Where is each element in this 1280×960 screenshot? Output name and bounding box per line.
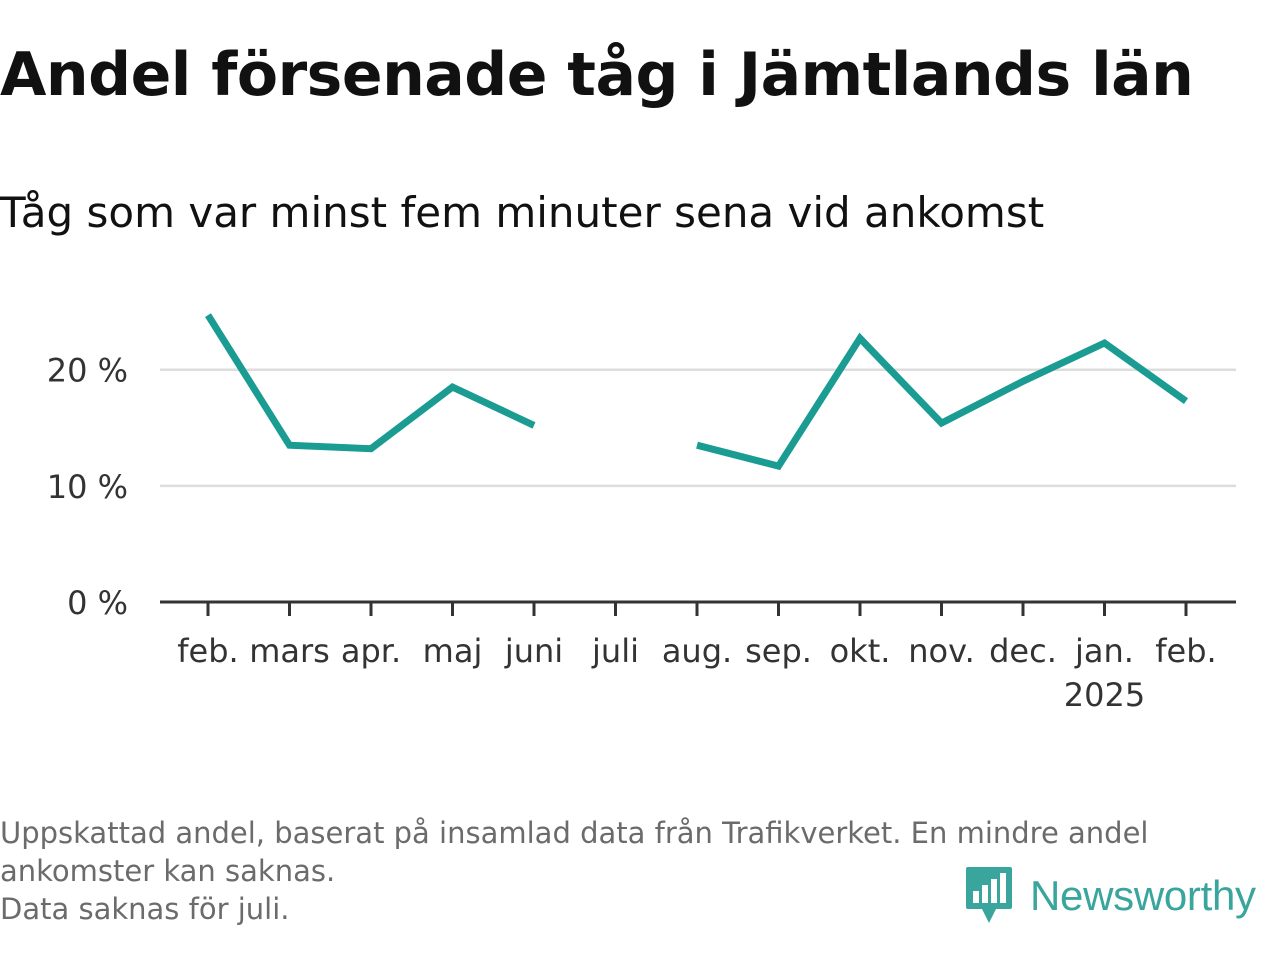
footnote-line-2: ankomster kan saknas. (0, 854, 336, 888)
x-tick-label: nov. (908, 632, 974, 670)
chart-subtitle: Tåg som var minst fem minuter sena vid a… (0, 188, 1045, 237)
x-tick-label: jan. (1074, 632, 1134, 670)
x-tick-label: sep. (745, 632, 812, 670)
line-chart: 0 % 10 % 20 % feb. mars apr. maj juni juli aug. s… (47, 313, 1236, 714)
x-tick-label: juni (504, 632, 563, 670)
x-tick-label: feb. (177, 632, 238, 670)
series-line (696, 332, 1189, 471)
x-tick-label: dec. (989, 632, 1057, 670)
x-tick-label: feb. (1155, 632, 1216, 670)
brand-logo: Newsworthy (964, 864, 1256, 928)
footnote-line-1: Uppskattad andel, baserat på insamlad da… (0, 816, 1149, 850)
gridlines (160, 368, 1236, 488)
x-tick-label: mars (249, 632, 330, 670)
y-tick-label: 20 % (47, 352, 128, 390)
footnote: Uppskattad andel, baserat på insamlad da… (0, 814, 1270, 928)
brand-name: Newsworthy (1030, 872, 1256, 919)
bar-chart-bubble-icon (966, 867, 1012, 923)
x-tick-label: okt. (830, 632, 891, 670)
x-tick-label: apr. (341, 632, 401, 670)
y-axis-ticks: 0 % 10 % 20 % (47, 352, 128, 622)
x-tick-label: maj (423, 632, 483, 670)
x-tick-label: aug. (662, 632, 732, 670)
y-tick-label: 0 % (67, 584, 128, 622)
x-year-label: 2025 (1064, 676, 1145, 714)
series (205, 313, 1189, 471)
x-axis-ticks: feb. mars apr. maj juni juli aug. sep. okt. nov. d… (177, 602, 1217, 714)
series-line (205, 313, 536, 453)
x-tick-label: juli (591, 632, 639, 670)
y-tick-label: 10 % (47, 468, 128, 506)
chart-title: Andel försenade tåg i Jämtlands län (0, 40, 1194, 110)
footnote-line-3: Data saknas för juli. (0, 892, 290, 926)
